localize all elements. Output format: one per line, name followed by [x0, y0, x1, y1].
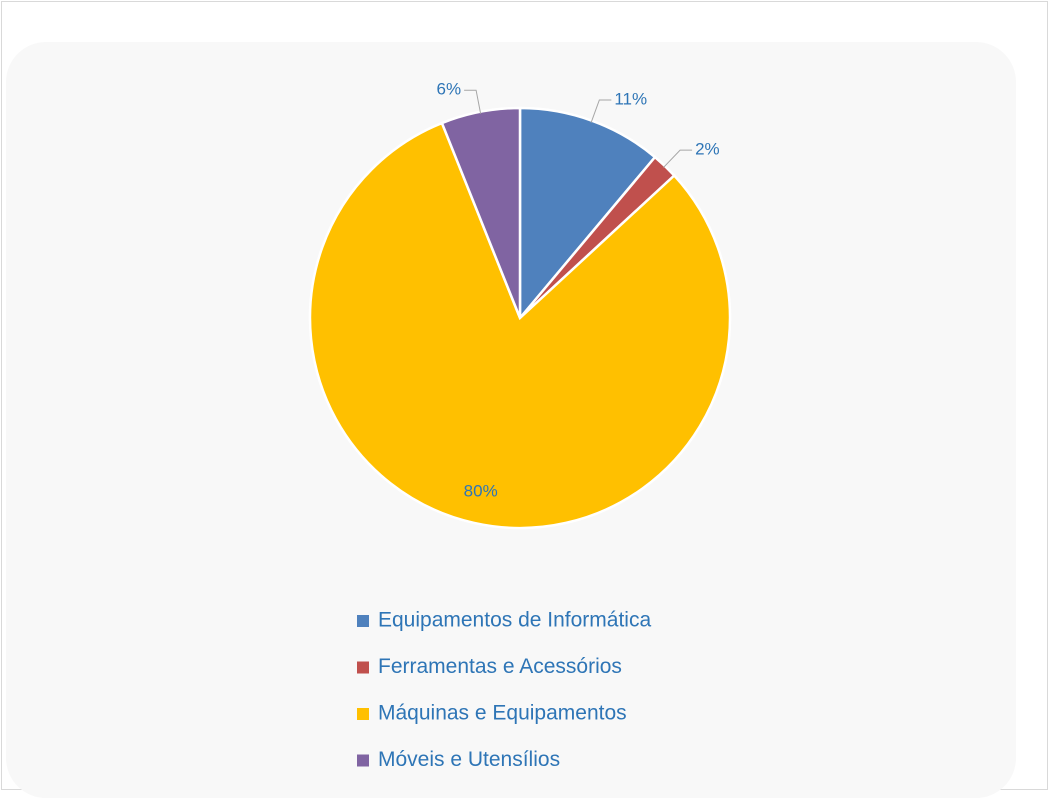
leader-line [590, 99, 612, 123]
legend-swatch [357, 661, 369, 674]
legend-swatch [357, 708, 369, 720]
legend-label: Móveis e Utensílios [378, 748, 560, 771]
data-label: 2% [695, 140, 720, 159]
data-label: 6% [437, 80, 462, 99]
pie-slice [308, 121, 732, 530]
leader-line [663, 149, 693, 168]
legend-swatch [357, 615, 369, 627]
data-label: 11% [614, 89, 647, 108]
legend-label: Máquinas e Equipamentos [378, 702, 627, 725]
legend-label: Equipamentos de Informática [378, 609, 651, 632]
legend-swatch [357, 754, 369, 767]
leader-line [464, 89, 482, 114]
legend-label: Ferramentas e Acessórios [378, 655, 622, 678]
data-label: 80% [464, 482, 498, 501]
